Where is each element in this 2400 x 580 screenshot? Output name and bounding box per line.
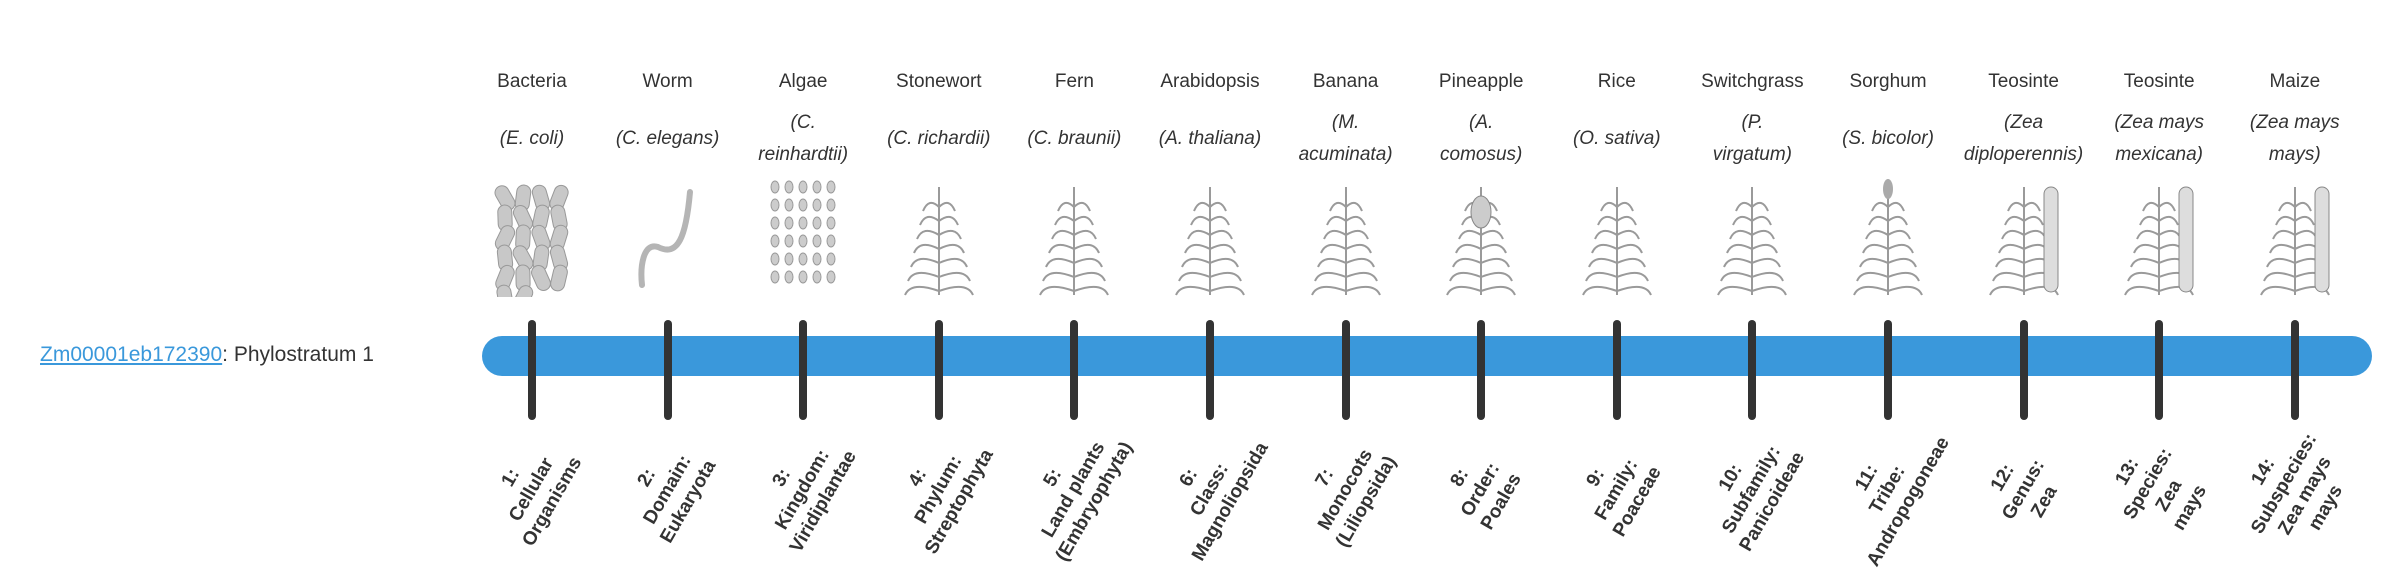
organism-species-name: (C. reinhardtii) — [723, 107, 883, 171]
organism-species-name: (E. coli) — [452, 123, 612, 155]
rank-text: 13: Species: Zea mays — [2098, 432, 2220, 548]
species-line: mays) — [2268, 144, 2321, 165]
organism-species-name: (O. sativa) — [1537, 123, 1697, 155]
species-line: (C. braunii) — [1027, 128, 1122, 149]
timeline-tick — [1748, 320, 1757, 420]
timeline-tick — [1341, 320, 1350, 420]
organism-species-name: (C. richardii) — [859, 123, 1019, 155]
timeline-tick — [799, 320, 808, 420]
stonewort-icon — [899, 177, 979, 297]
organism-common-name: Fern — [1054, 71, 1094, 92]
rank-text: 6: Class: Magnoliopsida — [1146, 414, 1275, 565]
rank-text: 14: Subspecies: Zea mays mays — [2225, 418, 2364, 563]
rice-icon — [1577, 177, 1657, 297]
organism-common-name: Bacteria — [497, 71, 567, 92]
organism-common-name: Algae — [778, 71, 828, 92]
organism-common-name: Arabidopsis — [1160, 71, 1260, 92]
rank-text: 11: Tribe: Andropogoneae — [1820, 409, 1955, 571]
timeline-tick — [1477, 320, 1486, 420]
sorghum-icon — [1848, 177, 1928, 297]
species-line: (A. thaliana) — [1158, 128, 1262, 149]
species-line: (O. sativa) — [1572, 128, 1661, 149]
phylostratum-text: : Phylostratum 1 — [222, 343, 374, 366]
organism-common-name: Worm — [642, 71, 693, 92]
banana-plant-icon — [1306, 177, 1386, 297]
rank-text: 12: Genus: Zea — [1976, 444, 2071, 537]
timeline-tick — [1884, 320, 1892, 420]
species-line: (C. richardii) — [887, 128, 991, 149]
species-line: (Zea — [2004, 112, 2044, 133]
timeline-tick — [528, 320, 536, 420]
species-line: (S. bicolor) — [1842, 128, 1934, 149]
species-line: (A. — [1469, 112, 1494, 133]
rank-text: 3: Kingdom: Viridiplantae — [744, 423, 863, 557]
organism-species-name: (Zea diploperennis) — [1944, 107, 2104, 171]
species-line: (Zea mays — [2249, 112, 2340, 133]
organism-common-name: Sorghum — [1849, 71, 1927, 92]
rank-text: 7: Monocots (Liliopsida) — [1289, 428, 1402, 552]
species-line: (Zea mays — [2114, 112, 2205, 133]
rank-text: 9: Family: Poaceae — [1566, 439, 1667, 542]
pineapple-icon — [1441, 177, 1521, 297]
organism-species-name: (S. bicolor) — [1808, 123, 1968, 155]
species-line: (C. elegans) — [615, 128, 720, 149]
algae-icon — [763, 177, 843, 297]
species-line: comosus) — [1440, 144, 1523, 165]
species-line: virgatum) — [1712, 144, 1792, 165]
species-line: (P. — [1741, 112, 1764, 133]
teosinte-icon — [1984, 177, 2064, 297]
timeline-tick — [2155, 320, 2164, 420]
gene-id-link[interactable]: Zm00001eb172390 — [40, 343, 223, 366]
rank-text: 4: Phylum: Streptophyta — [878, 421, 999, 558]
rank-text: 5: Land plants (Embryophyta) — [1010, 414, 1139, 566]
organism-common-name: Banana — [1312, 71, 1379, 92]
rank-text: 8: Order: Poales — [1435, 445, 1528, 534]
organism-species-name: (A. comosus) — [1401, 107, 1561, 171]
organism-species-name: (A. thaliana) — [1130, 123, 1290, 155]
rank-text: 1: Cellular Organisms — [476, 429, 588, 551]
species-line: (M. — [1331, 112, 1360, 133]
timeline-tick — [1206, 320, 1214, 420]
organism-species-name: (C. elegans) — [588, 123, 748, 155]
organism-common-name: Rice — [1597, 71, 1636, 92]
bacteria-icon — [492, 177, 572, 312]
teosinte-icon — [2119, 177, 2199, 297]
timeline-tick — [2290, 320, 2299, 420]
species-line: diploperennis) — [1963, 144, 2084, 165]
timeline-tick — [1070, 320, 1079, 420]
organism-species-name: (C. braunii) — [994, 123, 1154, 155]
species-line: acuminata) — [1298, 144, 1393, 165]
organism-species-name: (M. acuminata) — [1266, 107, 1426, 171]
species-line: mexicana) — [2115, 144, 2204, 165]
maize-icon — [2255, 177, 2335, 297]
worm-icon — [628, 177, 708, 297]
gene-label: Zm00001eb172390: Phylostratum 1 — [40, 340, 374, 370]
organism-common-name: Pineapple — [1438, 71, 1524, 92]
organism-common-name: Teosinte — [1988, 71, 2059, 92]
organism-common-name: Stonewort — [896, 71, 982, 92]
species-line: reinhardtii) — [758, 144, 849, 165]
organism-common-name: Switchgrass — [1701, 71, 1804, 92]
organism-species-name: (P. virgatum) — [1672, 107, 1832, 171]
organism-species-name: (Zea mays mexicana) — [2079, 107, 2239, 171]
rank-text: 2: Domain: Eukaryota — [613, 432, 721, 548]
phylostrata-timeline-bar — [482, 336, 2372, 376]
organism-species-name: (Zea mays mays) — [2215, 107, 2375, 171]
timeline-tick — [1612, 320, 1621, 420]
timeline-tick — [2019, 320, 2028, 420]
timeline-tick — [934, 320, 943, 420]
species-line: (E. coli) — [499, 128, 565, 149]
switchgrass-icon — [1712, 177, 1792, 297]
organism-common-name: Maize — [2269, 71, 2321, 92]
organism-common-name: Teosinte — [2123, 71, 2195, 92]
timeline-tick — [663, 320, 672, 420]
species-line: (C. — [790, 112, 816, 133]
rank-text: 10: Subfamily: Panicoideae — [1693, 424, 1811, 556]
arabidopsis-icon — [1170, 177, 1250, 297]
fern-icon — [1034, 177, 1114, 297]
